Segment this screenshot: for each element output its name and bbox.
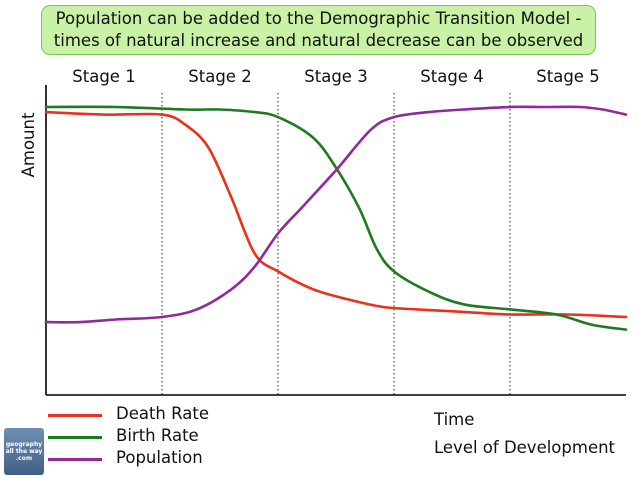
series-line-population: [44, 105, 628, 324]
x-axis-sublabel: Level of Development: [434, 438, 616, 457]
stage-label-1: Stage 1: [72, 67, 135, 86]
legend-swatch-birth-rate: [48, 436, 102, 439]
legend-label-birth-rate: Birth Rate: [116, 426, 199, 445]
banner-line-2: times of natural increase and natural de…: [53, 31, 584, 50]
stage-label-2: Stage 2: [188, 67, 251, 86]
stage-label-4: Stage 4: [420, 67, 483, 86]
series-line-birth-rate: [44, 105, 628, 331]
legend-item-birth-rate: Birth Rate: [48, 426, 248, 448]
logo-line-3: .com: [15, 455, 33, 462]
stage-label-3: Stage 3: [304, 67, 367, 86]
stage-label-5: Stage 5: [536, 67, 599, 86]
legend-item-population: Population: [48, 448, 248, 470]
y-axis-label: Amount: [19, 112, 38, 177]
legend-label-death-rate: Death Rate: [116, 404, 209, 423]
legend-swatch-population: [48, 458, 102, 461]
site-logo: geography all the way .com: [4, 428, 44, 475]
logo-line-2: all the way: [5, 448, 43, 455]
legend-item-death-rate: Death Rate: [48, 404, 248, 426]
x-axis-label: Time: [434, 410, 475, 429]
series-line-death-rate: [44, 110, 628, 319]
legend-swatch-death-rate: [48, 414, 102, 417]
title-banner: Population can be added to the Demograph…: [41, 5, 596, 55]
logo-line-1: geography: [5, 441, 43, 448]
legend-label-population: Population: [116, 448, 203, 467]
banner-line-1: Population can be added to the Demograph…: [55, 9, 582, 28]
